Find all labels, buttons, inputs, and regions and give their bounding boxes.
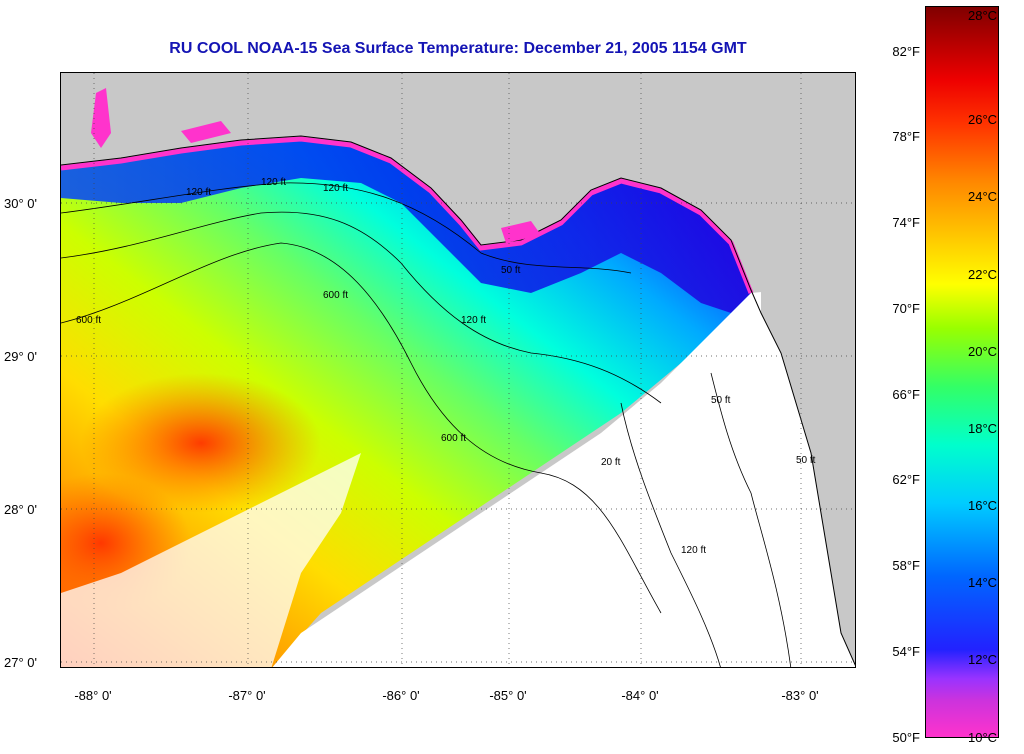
contour-label: 600 ft (76, 315, 101, 326)
colorbar-c-label: 12°C (968, 652, 998, 667)
coastline (61, 135, 855, 666)
contour-label: 50 ft (501, 265, 521, 276)
contour-label: 120 ft (261, 177, 286, 188)
colorbar-c-label: 20°C (968, 344, 998, 359)
contour-label: 120 ft (681, 545, 706, 556)
colorbar-c-label: 24°C (968, 189, 998, 204)
mobile-bay (91, 88, 111, 148)
cold-coastal-band (61, 139, 751, 313)
contour-label: 600 ft (441, 433, 466, 444)
lat-label-29: 29° 0' (4, 349, 37, 364)
warm-eddy (81, 373, 321, 513)
contour-label: 50 ft (796, 455, 816, 466)
colorbar-c-label: 28°C (968, 8, 998, 23)
apalachicola-bay (501, 221, 541, 243)
contour-20ft-florida (620, 402, 721, 667)
colorbar-f-label: 82°F (892, 44, 920, 59)
lon-label-86: -86° 0' (382, 688, 420, 703)
contour-label: 600 ft (323, 290, 348, 301)
cloud-cover-southwest (61, 453, 361, 667)
pensacola-bay (181, 121, 231, 143)
lat-label-28: 28° 0' (4, 502, 37, 517)
colorbar-c-label: 10°C (968, 730, 998, 745)
cloud-cover-area (272, 283, 855, 667)
colorbar-c-label: 22°C (968, 267, 998, 282)
contour-label: 120 ft (186, 187, 211, 198)
contour-label: 120 ft (323, 183, 348, 194)
lon-label-85: -85° 0' (489, 688, 527, 703)
lon-label-84: -84° 0' (621, 688, 659, 703)
colorbar-f-label: 78°F (892, 129, 920, 144)
contour-120ft (61, 211, 662, 404)
colorbar-c-label: 16°C (968, 498, 998, 513)
colorbar-f-label: 58°F (892, 558, 920, 573)
contour-50ft (61, 182, 632, 274)
colorbar-f-label: 70°F (892, 301, 920, 316)
sst-map: 120 ft 120 ft 120 ft 600 ft 600 ft 600 f… (60, 72, 856, 668)
map-title: RU COOL NOAA-15 Sea Surface Temperature:… (169, 40, 747, 57)
colorbar-f-label: 62°F (892, 472, 920, 487)
temperature-colorbar (925, 6, 999, 738)
contour-600ft (61, 242, 662, 614)
lon-label-83: -83° 0' (781, 688, 819, 703)
colorbar-c-label: 18°C (968, 421, 998, 436)
florida-peninsula (761, 173, 855, 665)
lat-label-30: 30° 0' (4, 196, 37, 211)
lon-label-88: -88° 0' (74, 688, 112, 703)
colorbar-f-label: 74°F (892, 215, 920, 230)
shoreline-fringe (61, 136, 754, 294)
colorbar-c-label: 26°C (968, 112, 998, 127)
colorbar-f-label: 54°F (892, 644, 920, 659)
lat-label-27: 27° 0' (4, 655, 37, 670)
contour-label: 20 ft (601, 457, 621, 468)
sst-map-canvas: 120 ft 120 ft 120 ft 600 ft 600 ft 600 f… (61, 73, 855, 667)
contour-labels: 120 ft 120 ft 120 ft 600 ft 600 ft 600 f… (76, 177, 816, 556)
colorbar-c-label: 14°C (968, 575, 998, 590)
contour-50ft-florida (710, 372, 792, 667)
lon-label-87: -87° 0' (228, 688, 266, 703)
contour-label: 50 ft (711, 395, 731, 406)
colorbar-f-label: 50°F (892, 730, 920, 745)
contour-label: 120 ft (461, 315, 486, 326)
colorbar-f-label: 66°F (892, 387, 920, 402)
